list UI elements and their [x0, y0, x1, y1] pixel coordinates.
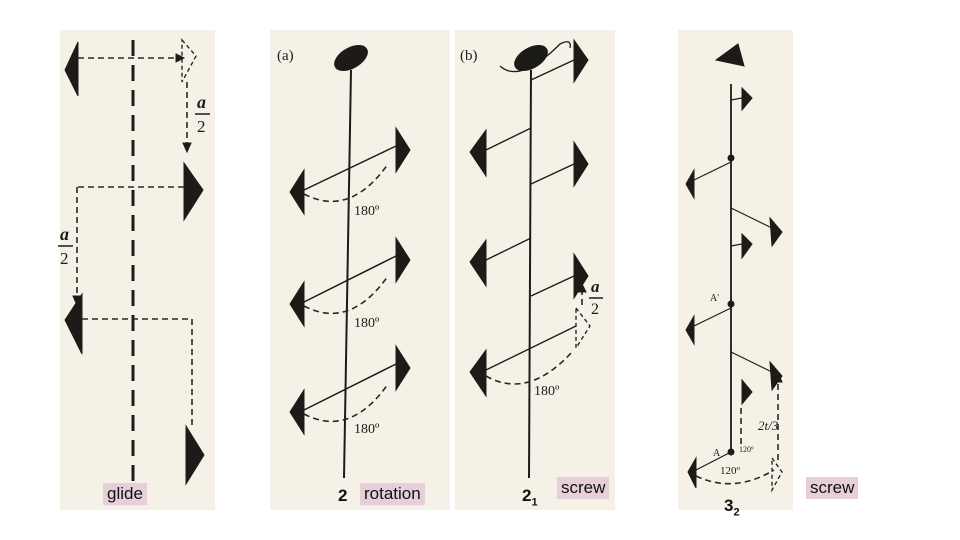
screw21-link-4 — [485, 237, 532, 261]
glide-2-label-left: 2 — [60, 249, 69, 268]
rotation-link-1 — [303, 145, 397, 191]
rotation-angle-3: 180º — [354, 422, 380, 437]
screw32-link-bottom — [695, 451, 732, 471]
screw32-link-3 — [730, 207, 773, 229]
screw32-motif-bottom-left — [687, 456, 697, 489]
rotation-motif-right-3 — [395, 344, 411, 392]
screw32-link-5 — [693, 307, 732, 327]
screw32-link-6 — [730, 351, 773, 373]
screw32-axis-symbol — [714, 43, 745, 67]
screw32-symbol: 32 — [724, 496, 740, 518]
screw32-small-angle: 120º — [739, 445, 754, 454]
screw21-2-label: 2 — [591, 301, 599, 318]
glide-label: glide — [103, 483, 147, 505]
screw-label-b: screw — [557, 477, 610, 499]
rotation-motif-right-2 — [395, 236, 411, 284]
rotation-arc-1 — [303, 163, 389, 203]
rotation-arc-2 — [303, 275, 389, 315]
screw21-link-5 — [530, 275, 575, 297]
screw32-point-a-prime: A' — [710, 293, 719, 304]
screw21-ghost-motif — [575, 305, 591, 351]
screw21-arrowhead — [577, 282, 587, 293]
rotation-diagram: (a) 180º 180º 180º — [277, 45, 411, 479]
screw32-diagram: A' 2t/3 A 120º 120º — [685, 43, 783, 493]
screw21-angle: 180º — [534, 384, 560, 399]
screw21-link-3 — [530, 163, 575, 185]
screw21-link-6 — [485, 325, 577, 371]
rotation-link-3 — [303, 363, 397, 411]
rotation-motif-left-2 — [289, 280, 305, 328]
part-a-label: (a) — [277, 48, 294, 64]
rotation-angle-2: 180º — [354, 316, 380, 331]
screw32-lattice-point-1 — [727, 154, 735, 162]
screw32-lattice-point-2 — [727, 300, 735, 308]
glide-motif-4 — [185, 424, 205, 486]
screw21-symbol-sub: 1 — [531, 496, 538, 509]
screw21-symbol-flourish — [499, 41, 571, 73]
screw32-motif-5 — [685, 314, 695, 346]
screw32-symbol-sub: 2 — [733, 506, 740, 519]
glide-ghost-motif — [181, 38, 197, 83]
screw21-link-2 — [485, 127, 532, 151]
screw32-motif-4 — [741, 232, 753, 260]
glide-a-label-top: a — [197, 92, 206, 112]
screw32-point-a: A — [713, 448, 721, 459]
screw21-link-1 — [530, 59, 575, 81]
rotation-arc-3 — [303, 383, 389, 423]
screw32-angle: 120º — [720, 465, 741, 477]
screw32-motif-3 — [769, 216, 783, 248]
part-b-label: (b) — [460, 48, 478, 64]
glide-motif-2 — [183, 161, 204, 222]
screw21-arc — [485, 351, 573, 385]
rotation-symbol: 2 — [338, 486, 348, 505]
screw32-arc — [695, 469, 775, 485]
rotation-axis — [343, 69, 352, 479]
screw32-panel-bg — [678, 30, 793, 510]
glide-motif-3 — [64, 292, 83, 355]
screw32-motif-1 — [741, 86, 753, 112]
rotation-panel-bg — [270, 30, 450, 510]
glide-arrowhead-1 — [175, 53, 186, 63]
rotation-motif-left-3 — [289, 388, 305, 436]
glide-panel-bg — [60, 30, 215, 510]
rotation-link-2 — [303, 255, 397, 303]
screw32-motif-6 — [769, 360, 783, 392]
screw21-axis-symbol — [514, 45, 548, 71]
screw32-translation-label: 2t/3 — [758, 418, 779, 433]
screw32-ghost-motif — [771, 455, 783, 493]
glide-2-label-top: 2 — [197, 117, 206, 136]
screw21-axis — [528, 69, 532, 479]
screw21-symbol-base: 2 — [522, 486, 532, 505]
glide-a-label-left: a — [60, 224, 69, 244]
screw32-link-2 — [693, 161, 732, 181]
rotation-axis-symbol — [334, 45, 368, 71]
screw21-a-label: a — [591, 277, 600, 296]
screw21-diagram: (b) a 2 180º — [460, 38, 603, 479]
screw21-motif-1 — [573, 38, 589, 84]
glide-diagram: a 2 a 2 — [58, 38, 210, 486]
screw21-symbol: 21 — [522, 486, 538, 508]
screw21-motif-4 — [469, 238, 487, 288]
rotation-angle-1: 180º — [354, 204, 380, 219]
screw32-link-4 — [730, 243, 743, 247]
screw32-link-1 — [730, 97, 743, 101]
rotation-motif-left-1 — [289, 168, 305, 216]
screw21-motif-2 — [469, 128, 487, 178]
glide-arrowhead-2 — [182, 142, 192, 154]
screw32-motif-2 — [685, 168, 695, 200]
rotation-motif-right-1 — [395, 126, 411, 174]
screw32-arrowhead-up — [773, 371, 783, 383]
screw32-motif-7 — [741, 378, 753, 406]
screw32-symbol-base: 3 — [724, 496, 734, 515]
glide-motif-1 — [64, 41, 79, 97]
screw21-motif-6 — [469, 348, 487, 398]
screw-label-c: screw — [806, 477, 859, 499]
rotation-label: rotation — [360, 483, 425, 505]
